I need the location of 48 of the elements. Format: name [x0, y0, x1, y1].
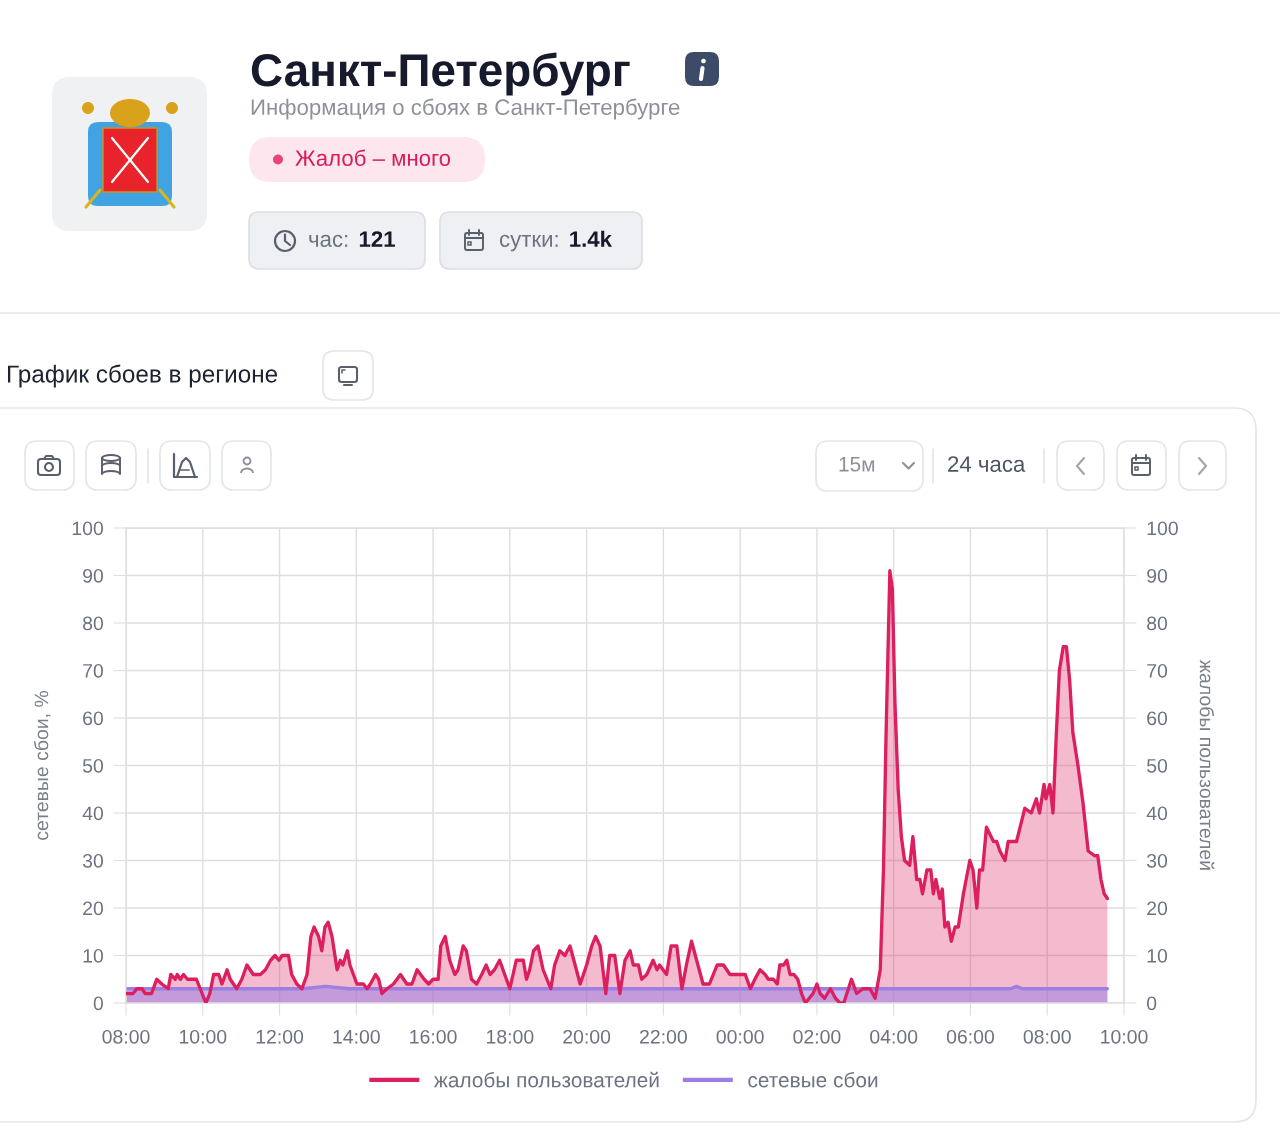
y2-tick-label: 0	[1146, 996, 1157, 1011]
y2-tick-label: 30	[1146, 853, 1168, 868]
y-tick-label: 0	[93, 996, 104, 1011]
legend-label: сетевые сбои	[748, 1071, 878, 1088]
y2-tick-label: 60	[1147, 711, 1168, 726]
y-tick-label: 50	[82, 758, 104, 773]
y2-tick-label: 40	[1146, 806, 1168, 821]
x-tick-label: 14:00	[333, 1029, 380, 1044]
chart-title: Санкт-Петербург	[251, 52, 630, 96]
text: Жалоб – много	[295, 149, 451, 166]
y-tick-label: 90	[83, 568, 104, 583]
x-tick-label: 00:00	[716, 1029, 764, 1044]
y-tick-label: 40	[82, 806, 104, 821]
text: График сбоев в регионе	[7, 364, 278, 388]
x-tick-label: 08:00	[102, 1029, 150, 1044]
chart-subtitle: Информация о сбоях в Санкт-Петербурге	[251, 98, 680, 120]
y-tick-label: 30	[82, 853, 104, 868]
y2-tick-label: 70	[1147, 663, 1168, 678]
x-tick-label: 02:00	[793, 1029, 841, 1044]
y2-tick-label: 20	[1147, 901, 1168, 916]
y-tick-label: 80	[83, 616, 104, 631]
text: час: 121	[309, 231, 395, 247]
legend-label: жалобы пользователей	[433, 1071, 659, 1088]
x-tick-label: 10:00	[179, 1029, 227, 1044]
x-tick-label: 20:00	[563, 1029, 611, 1044]
y2-tick-label: 100	[1147, 521, 1178, 536]
y-tick-label: 10	[83, 948, 104, 963]
x-tick-label: 18:00	[487, 1029, 534, 1044]
y-tick-label: 20	[83, 901, 104, 916]
x-tick-label: 12:00	[256, 1029, 304, 1044]
y2-tick-label: 50	[1147, 758, 1168, 773]
y-tick-label: 100	[72, 521, 104, 536]
x-tick-label: 04:00	[870, 1029, 918, 1044]
x-tick-label: 08:00	[1023, 1029, 1071, 1044]
x-tick-label: 16:00	[410, 1029, 457, 1044]
y2-axis-title: жалобы пользователей	[1199, 660, 1215, 870]
x-tick-label: 22:00	[640, 1029, 687, 1044]
y2-tick-label: 90	[1147, 568, 1168, 583]
x-tick-label: 10:00	[1101, 1029, 1148, 1044]
text: 15м	[839, 457, 875, 472]
x-tick-label: 06:00	[946, 1029, 995, 1044]
y2-tick-label: 10	[1147, 948, 1168, 963]
y2-tick-label: 80	[1147, 616, 1168, 631]
text: сутки: 1.4k	[499, 230, 613, 252]
text: 24 часа	[948, 456, 1026, 472]
y-tick-label: 70	[83, 663, 104, 678]
y-axis-title: сетевые сбои, %	[33, 690, 51, 840]
y-tick-label: 60	[83, 711, 104, 726]
